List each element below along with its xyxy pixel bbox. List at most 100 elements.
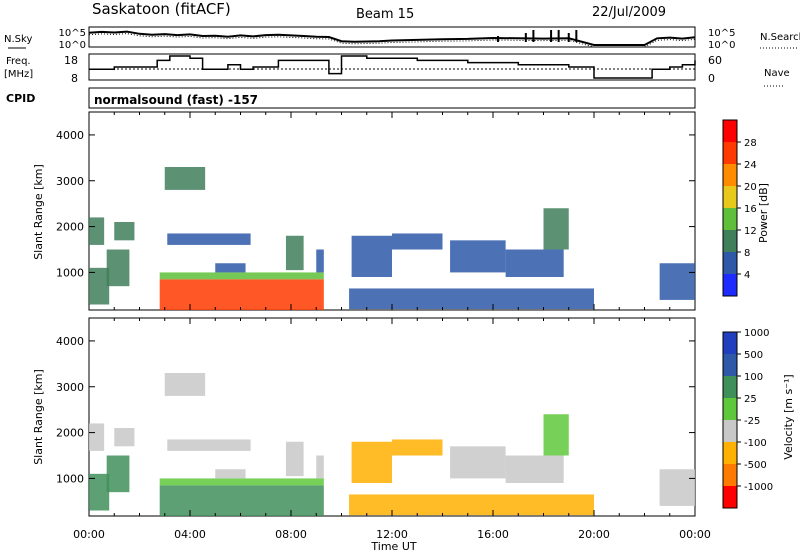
velocity-echo-region bbox=[89, 423, 105, 451]
power-echo-region bbox=[114, 222, 135, 241]
power-ytick-label: 1000 bbox=[56, 266, 84, 279]
power-echo-region bbox=[659, 263, 695, 300]
velocity-colorbar-segment bbox=[723, 442, 737, 464]
velocity-echo-region bbox=[167, 439, 251, 451]
noise-series-line bbox=[88, 30, 696, 46]
power-colorbar-tick-label: 20 bbox=[744, 182, 757, 193]
velocity-colorbar-tick-label: 25 bbox=[744, 394, 757, 405]
cpid-value: normalsound (fast) -157 bbox=[94, 93, 258, 107]
power-echo-region bbox=[215, 263, 246, 273]
time-tick-label: 04:00 bbox=[174, 528, 206, 541]
velocity-echo-region bbox=[450, 446, 506, 479]
power-colorbar-tick-label: 8 bbox=[744, 248, 750, 259]
noise-left-tick: 10^0 bbox=[59, 40, 86, 51]
freq-left-tick: 8 bbox=[71, 72, 78, 85]
velocity-ytick-label: 4000 bbox=[56, 335, 84, 348]
cpid-label: CPID bbox=[6, 92, 35, 105]
velocity-colorbar-tick-label: 1000 bbox=[744, 328, 769, 339]
velocity-echo-region bbox=[89, 473, 110, 511]
power-colorbar-segment bbox=[723, 142, 737, 164]
velocity-colorbar-tick-label: -500 bbox=[744, 460, 767, 471]
power-colorbar-segment bbox=[723, 186, 737, 208]
time-axis-label: Time UT bbox=[370, 540, 416, 553]
velocity-echo-region bbox=[159, 478, 324, 486]
velocity-echo-region bbox=[543, 414, 569, 456]
power-ylabel: Slant Range [km] bbox=[32, 164, 45, 260]
power-echo-region bbox=[349, 288, 594, 310]
velocity-colorbar-tick-label: 100 bbox=[744, 372, 763, 383]
power-echo-region bbox=[106, 249, 130, 287]
velocity-colorbar-segment bbox=[723, 376, 737, 398]
velocity-echo-region bbox=[215, 469, 246, 479]
time-tick-label: 08:00 bbox=[275, 528, 307, 541]
freq-panel-frame bbox=[88, 53, 696, 81]
velocity-colorbar-segment bbox=[723, 332, 737, 354]
velocity-colorbar-segment bbox=[723, 420, 737, 442]
velocity-colorbar-tick-label: -25 bbox=[744, 416, 760, 427]
freq-right-tick: 0 bbox=[708, 72, 715, 85]
power-colorbar-tick-label: 16 bbox=[744, 204, 757, 215]
freq-right-tick: 60 bbox=[708, 54, 722, 67]
power-colorbar-segment bbox=[723, 230, 737, 252]
power-echo-region bbox=[89, 217, 105, 245]
freq-label-line2: [MHz] bbox=[4, 69, 33, 80]
power-colorbar-segment bbox=[723, 274, 737, 296]
power-ytick-label: 3000 bbox=[56, 175, 84, 188]
velocity-ylabel: Slant Range [km] bbox=[32, 369, 45, 465]
time-tick-label: 00:00 bbox=[679, 528, 711, 541]
time-tick-label: 16:00 bbox=[477, 528, 509, 541]
station-title: Saskatoon (fitACF) bbox=[92, 0, 231, 18]
velocity-colorbar-segment bbox=[723, 354, 737, 376]
power-ytick-label: 4000 bbox=[56, 129, 84, 142]
beam-title: Beam 15 bbox=[356, 7, 414, 22]
velocity-colorbar-label: Velocity [m s⁻¹] bbox=[782, 374, 795, 459]
freq-label-line1: Freq. bbox=[6, 56, 31, 67]
velocity-echo-region bbox=[659, 469, 695, 506]
power-echo-region bbox=[450, 240, 506, 273]
power-colorbar-segment bbox=[723, 208, 737, 230]
velocity-ytick-label: 3000 bbox=[56, 381, 84, 394]
power-colorbar-tick-label: 28 bbox=[744, 138, 757, 149]
time-tick-label: 12:00 bbox=[376, 528, 408, 541]
power-colorbar-label: Power [dB] bbox=[757, 183, 770, 243]
power-echo-region bbox=[159, 272, 324, 280]
power-ytick-label: 2000 bbox=[56, 221, 84, 234]
velocity-echo-region bbox=[505, 455, 564, 483]
frequency-series-line bbox=[89, 55, 696, 79]
velocity-colorbar-segment bbox=[723, 398, 737, 420]
velocity-echo-region bbox=[392, 439, 443, 456]
noise-search-line bbox=[88, 33, 696, 48]
power-echo-region bbox=[316, 249, 324, 273]
power-colorbar-tick-label: 12 bbox=[744, 226, 757, 237]
velocity-echo-region bbox=[351, 441, 392, 483]
power-echo-region bbox=[167, 233, 251, 245]
velocity-colorbar-tick-label: -100 bbox=[744, 438, 767, 449]
velocity-echo-region bbox=[349, 494, 594, 516]
power-echo-region bbox=[392, 233, 443, 250]
noise-left-tick: 10^5 bbox=[59, 28, 86, 39]
velocity-echo-region bbox=[164, 373, 206, 396]
noise-right-tick: 10^0 bbox=[708, 40, 735, 51]
power-colorbar-segment bbox=[723, 120, 737, 142]
velocity-colorbar-tick-label: -1000 bbox=[744, 482, 773, 493]
power-echo-region bbox=[285, 235, 304, 271]
velocity-echo-region bbox=[285, 441, 304, 477]
nsky-label: N.Sky bbox=[4, 34, 32, 45]
power-colorbar-tick-label: 4 bbox=[744, 270, 750, 281]
power-colorbar-segment bbox=[723, 252, 737, 274]
noise-panel-frame bbox=[88, 26, 696, 48]
power-echo-region bbox=[89, 267, 110, 305]
time-tick-label: 20:00 bbox=[578, 528, 610, 541]
freq-left-tick: 18 bbox=[64, 54, 78, 67]
nsearch-label: N.Search bbox=[760, 32, 800, 43]
power-colorbar-segment bbox=[723, 164, 737, 186]
noise-right-tick: 10^5 bbox=[708, 28, 735, 39]
velocity-echo-region bbox=[114, 428, 135, 447]
velocity-colorbar-tick-label: 500 bbox=[744, 350, 763, 361]
nave-label: Nave bbox=[764, 68, 790, 79]
velocity-colorbar-segment bbox=[723, 464, 737, 486]
velocity-echo-region bbox=[159, 485, 324, 516]
velocity-colorbar-segment bbox=[723, 486, 737, 508]
power-colorbar-tick-label: 24 bbox=[744, 160, 757, 171]
power-echo-region bbox=[543, 208, 569, 250]
